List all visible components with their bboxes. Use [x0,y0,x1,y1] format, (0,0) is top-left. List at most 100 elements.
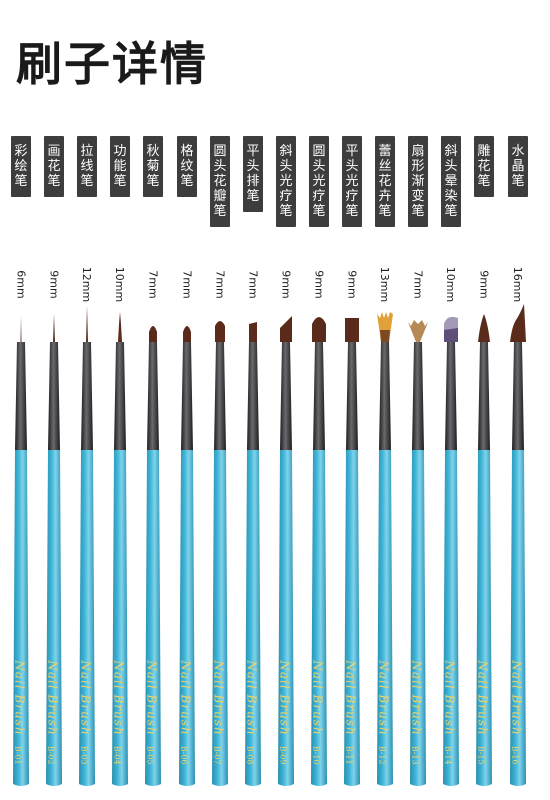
brush-illustration [377,312,393,786]
brush-ferrule [181,342,193,450]
brush-size-label: 9mm [474,266,494,306]
brush-code: B-12 [377,745,387,765]
brush-ferrule [15,342,27,450]
handle-print: Nail Brush B-03 [78,660,97,764]
brush-handle [13,450,29,786]
brush-code: B-14 [443,745,453,765]
brush-name-tag: 秋菊笔 [143,136,163,197]
brand-text: Nail Brush [475,660,490,736]
brush-size-label: 7mm [408,266,428,306]
brand-text: Nail Brush [277,660,292,736]
brush-size-text: 6mm [14,270,28,299]
brush-size-label: 12mm [77,266,97,306]
brush-illustration [212,321,228,786]
brand-text: Nail Brush [45,660,60,736]
brand-text: Nail Brush [509,660,524,736]
brush-illustration [443,316,459,786]
brush-name-tag: 斜头晕染笔 [441,136,461,227]
brush-name-tag: 平头光疗笔 [342,136,362,227]
brush-code: B-03 [79,745,89,765]
brush-name-tag: 扇形渐变笔 [408,136,428,227]
brush-ferrule [214,342,226,450]
brush-name-tag: 功能笔 [110,136,130,197]
brush-size-text: 7mm [146,270,160,299]
brand-text: Nail Brush [211,660,226,736]
brush-name-tag: 圆头光疗笔 [309,136,329,227]
brush-b-13: Nail Brush B-13 [406,312,430,786]
brush-b-06: Nail Brush B-06 [175,312,199,786]
brush-size-label: 16mm [508,266,528,306]
brush-b-08: Nail Brush B-08 [241,312,265,786]
brush-size-text: 9mm [345,270,359,299]
brush-size-label: 10mm [441,266,461,306]
brand-text: Nail Brush [111,660,126,736]
brush-b-14: Nail Brush B-14 [439,312,463,786]
brush-size-label: 7mm [177,266,197,306]
page-title: 刷子详情 [16,37,208,91]
brush-handle [443,450,459,786]
brush-name-tag: 雕花笔 [474,136,494,197]
brush-handle [179,450,195,786]
brush-ferrule [379,342,391,450]
brush-size-text: 13mm [378,266,392,303]
brush-tip [408,320,428,342]
brush-ferrule [48,342,60,450]
brush-code: B-07 [212,745,222,765]
brush-size-text: 7mm [180,270,194,299]
brush-code: B-11 [344,745,354,765]
brush-size-text: 16mm [511,266,525,303]
brush-handle [311,450,327,786]
handle-print: Nail Brush B-01 [12,660,31,764]
brush-tip [280,316,292,342]
brush-b-02: Nail Brush B-02 [42,312,66,786]
brand-text: Nail Brush [376,660,391,736]
handle-print: Nail Brush B-07 [211,660,230,764]
handle-print: Nail Brush B-09 [277,660,296,764]
brush-ferrule [512,342,524,450]
brush-code: B-16 [510,745,520,765]
brush-size-text: 10mm [444,266,458,303]
brush-code: B-15 [476,745,486,765]
brand-text: Nail Brush [409,660,424,736]
brand-text: Nail Brush [244,660,259,736]
handle-print: Nail Brush B-10 [310,660,329,764]
brush-size-text: 9mm [279,270,293,299]
brush-code: B-10 [311,745,321,765]
brush-name-tag: 彩绘笔 [11,136,31,197]
brush-tip [345,318,359,342]
brush-size-label: 9mm [276,266,296,306]
brush-illustration [344,318,360,786]
handle-print: Nail Brush B-15 [475,660,494,764]
brush-size-text: 9mm [477,270,491,299]
brush-code: B-05 [145,745,155,765]
brush-tip [183,326,191,342]
brush-size-text: 12mm [80,266,94,303]
brush-tip [249,322,257,342]
brush-size-label: 9mm [342,266,362,306]
brush-size-text: 9mm [312,270,326,299]
brush-handle [145,450,161,786]
brush-tip [377,312,393,342]
brush-size-label: 9mm [44,266,64,306]
brush-size-text: 7mm [246,270,260,299]
brush-tip [510,304,526,342]
brush-tip [312,317,326,342]
brand-text: Nail Brush [310,660,325,736]
handle-print: Nail Brush B-13 [409,660,428,764]
handle-print: Nail Brush B-04 [111,660,130,764]
brush-ferrule [445,342,457,450]
brush-size-text: 9mm [47,270,61,299]
brush-name-tag: 拉线笔 [77,136,97,197]
handle-print: Nail Brush B-06 [178,660,197,764]
brush-tip [86,306,88,342]
handle-print: Nail Brush B-02 [45,660,64,764]
brush-illustration [46,314,62,786]
brush-code: B-09 [278,745,288,765]
brush-name-tag: 蕾丝花卉笔 [375,136,395,227]
brush-size-text: 7mm [213,270,227,299]
brush-ferrule [81,342,93,450]
brush-size-label: 6mm [11,266,31,306]
brush-handle [377,450,393,786]
handle-print: Nail Brush B-14 [442,660,461,764]
brush-b-10: Nail Brush B-10 [307,312,331,786]
